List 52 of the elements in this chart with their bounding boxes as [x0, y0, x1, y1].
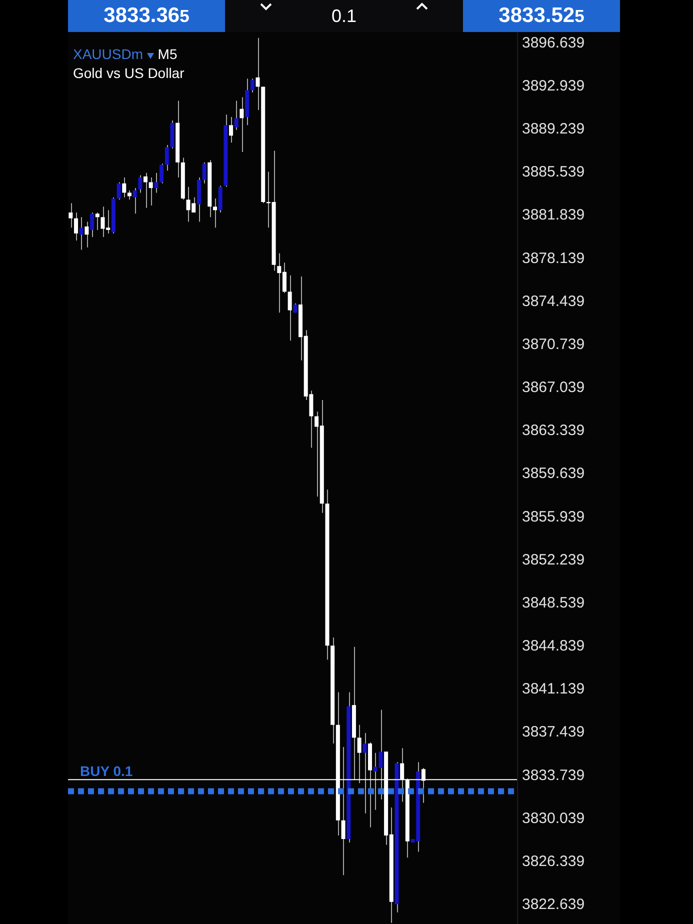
y-tick-label: 3848.539	[522, 594, 585, 612]
y-tick-label: 3833.739	[522, 766, 585, 784]
candlestick	[250, 78, 254, 94]
candlestick	[362, 732, 367, 814]
annotation: M5	[158, 46, 178, 62]
text: XAUUSDm	[73, 46, 144, 62]
candlestick	[68, 202, 73, 228]
candlestick	[240, 96, 244, 152]
candlestick	[122, 177, 126, 198]
y-tick-label: 3852.239	[522, 551, 585, 568]
candlestick	[127, 190, 132, 200]
candlestick	[212, 198, 217, 228]
y-tick-label: 3830.039	[522, 810, 585, 827]
candlestick	[164, 144, 169, 172]
candlestick	[202, 162, 206, 184]
candlestick	[218, 185, 222, 213]
y-tick-label: 3841.139	[522, 680, 585, 698]
y-tick-label: 3863.339	[522, 422, 585, 440]
y-tick-label: 3867.039	[522, 379, 585, 396]
candlestick	[234, 100, 238, 130]
y-tick-label: 3874.439	[522, 292, 585, 310]
text: Gold vs US Dollar	[73, 64, 184, 83]
y-tick-label: 3844.839	[522, 638, 585, 655]
candlestick	[74, 212, 78, 241]
y-tick-label: 3889.239	[522, 120, 585, 138]
candlestick	[132, 188, 137, 214]
y-tick-label: 3826.339	[522, 852, 585, 870]
ref-line-label: BUY 0.1	[80, 763, 133, 780]
candlestick	[256, 37, 260, 111]
y-tick-label: 3859.639	[522, 465, 585, 482]
text: 0.1	[330, 4, 358, 28]
candlestick	[288, 274, 292, 342]
candlestick	[138, 174, 142, 194]
candlestick	[148, 177, 153, 206]
candlestick	[95, 212, 100, 230]
y-tick-label: 3837.439	[522, 724, 585, 741]
y-tick-label: 3881.839	[522, 206, 585, 224]
y-tick-label: 3878.139	[522, 250, 585, 267]
y-tick-label: 3885.539	[522, 164, 585, 181]
candlestick	[79, 216, 84, 250]
candlestick	[90, 212, 94, 238]
candlestick	[154, 172, 158, 194]
candlestick	[116, 182, 121, 200]
y-tick-label: 3896.639	[522, 34, 585, 52]
y-tick-label: 3822.639	[522, 896, 585, 914]
y-tick-label: 3892.939	[522, 77, 585, 94]
candlestick	[144, 172, 148, 208]
candlestick	[229, 116, 234, 144]
candlestick	[84, 221, 89, 248]
candlestick	[160, 163, 164, 184]
y-tick-label: 3855.939	[522, 508, 585, 526]
y-tick-label: 3870.739	[522, 336, 585, 353]
